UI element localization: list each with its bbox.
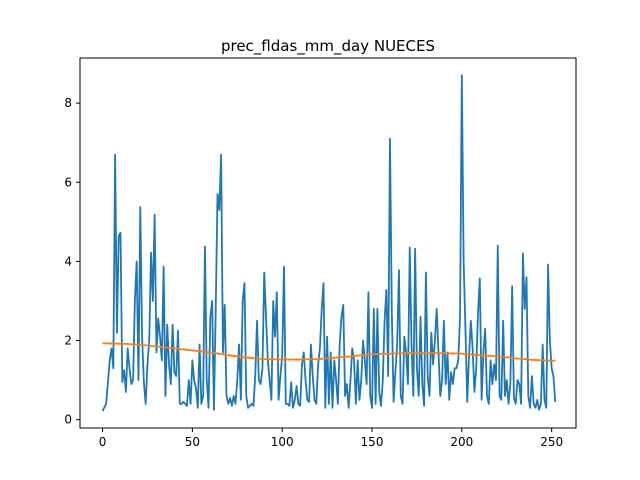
y-tick-label: 2 [64,334,72,348]
x-tick-label: 150 [361,435,384,449]
series-line-daily [101,74,557,412]
y-tick-label: 8 [64,96,72,110]
axes-frame [79,57,577,429]
x-axis: 0 50 100 150 200 250 [99,428,563,449]
x-tick-label: 50 [185,435,200,449]
y-axis: 0 2 4 6 8 [64,96,80,427]
x-tick-label: 100 [271,435,294,449]
x-tick-label: 250 [540,435,563,449]
y-tick-label: 0 [64,413,72,427]
plot-area [101,74,557,412]
x-tick-label: 200 [450,435,473,449]
chart-title: prec_fldas_mm_day NUECES [221,37,435,56]
series-line-trend [102,342,556,362]
y-tick-label: 6 [64,175,72,189]
y-tick-label: 4 [64,254,72,268]
x-tick-label: 0 [99,435,107,449]
